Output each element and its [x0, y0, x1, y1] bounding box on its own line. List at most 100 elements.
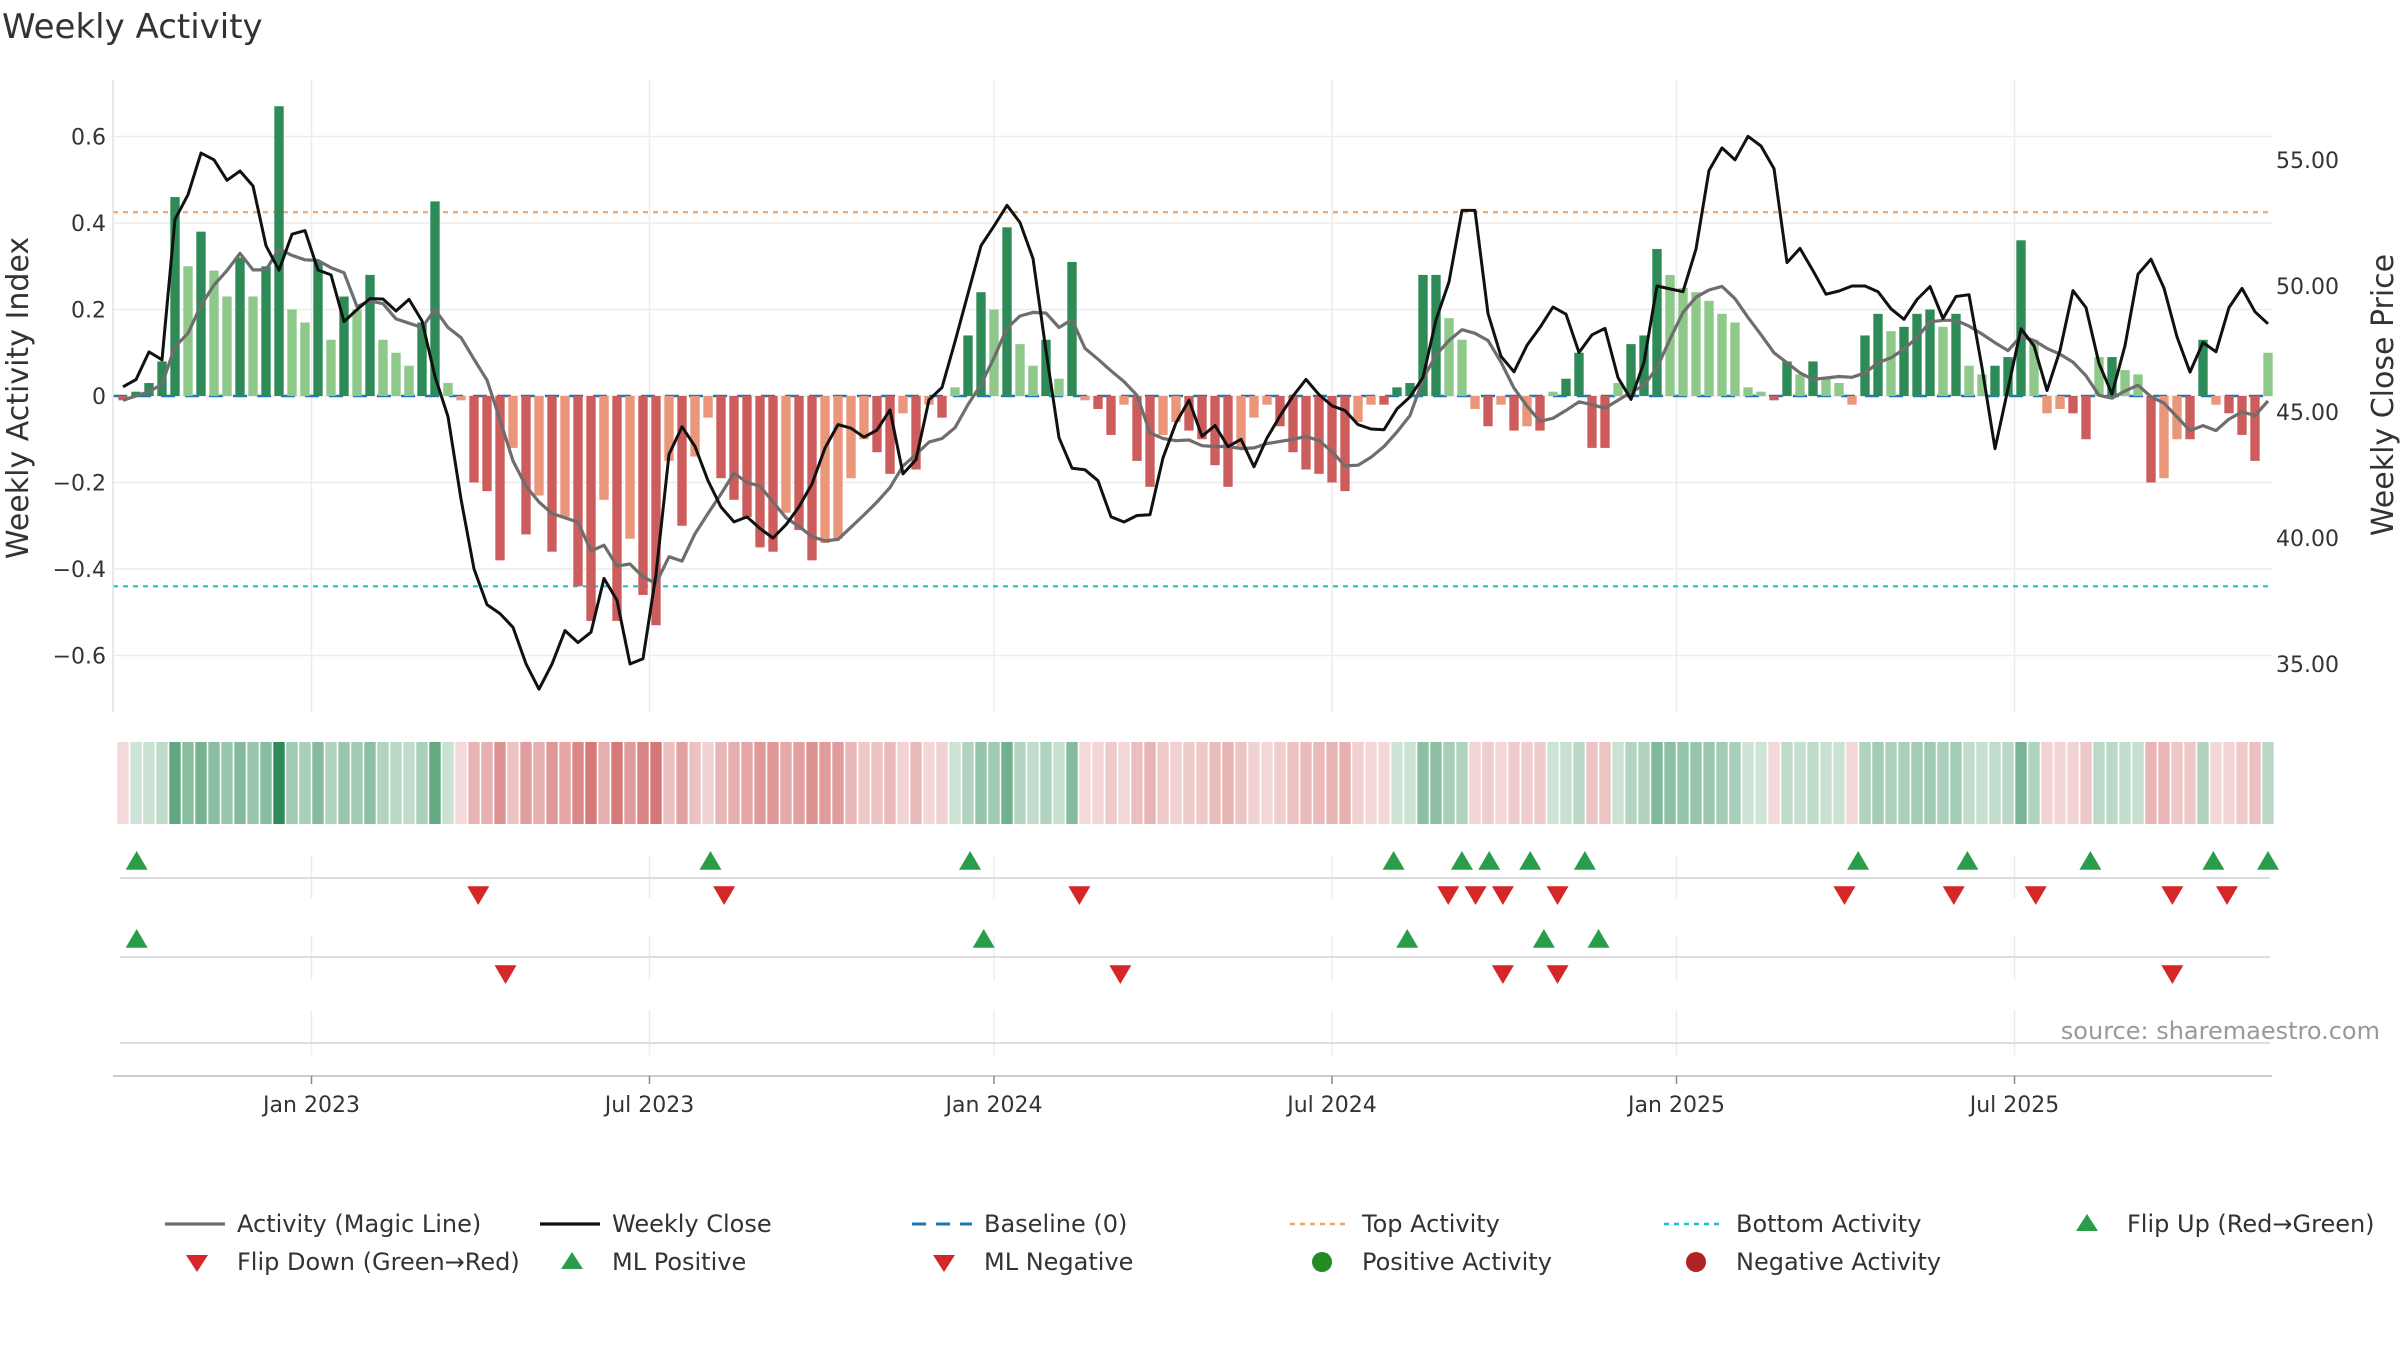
heat-cell	[1651, 742, 1663, 824]
activity-bar	[1210, 396, 1220, 466]
activity-bar	[365, 274, 375, 396]
activity-bar	[1353, 396, 1363, 422]
heat-cell	[2158, 742, 2170, 824]
activity-bar	[2016, 240, 2026, 396]
activity-bar	[1925, 309, 1935, 396]
activity-bar	[222, 296, 232, 396]
heat-cell	[2041, 742, 2053, 824]
heat-cell	[1027, 742, 1039, 824]
ml-negative-marker	[1109, 965, 1132, 984]
activity-bar	[2003, 357, 2013, 396]
activity-bar	[989, 309, 999, 396]
y-tick-label-1: 0.4	[71, 212, 106, 237]
activity-bar	[1288, 396, 1298, 453]
heat-cell	[1443, 742, 1455, 824]
activity-bar	[664, 396, 674, 461]
heat-cell	[494, 742, 506, 824]
heat-cell	[442, 742, 454, 824]
heat-cell	[455, 742, 467, 824]
activity-bar	[1600, 396, 1610, 448]
heat-cell	[663, 742, 675, 824]
heat-cell	[1846, 742, 1858, 824]
activity-bar	[1158, 396, 1168, 435]
activity-bar	[1795, 374, 1805, 397]
activity-bar	[2250, 396, 2260, 461]
heat-cell	[2106, 742, 2118, 824]
activity-bar	[703, 396, 713, 418]
heat-cell	[1625, 742, 1637, 824]
activity-bar	[690, 396, 700, 457]
heat-cell	[234, 742, 246, 824]
heat-cell	[1963, 742, 1975, 824]
flip-up-marker	[1847, 851, 1870, 870]
heat-cell	[2197, 742, 2209, 824]
activity-bar	[1548, 391, 1558, 396]
heat-cell	[559, 742, 571, 824]
activity-bar	[1405, 383, 1415, 396]
flip-down-marker	[2216, 886, 2239, 905]
heat-cell	[1677, 742, 1689, 824]
activity-bar	[716, 396, 726, 479]
activity-bar	[2107, 357, 2117, 396]
activity-bar	[2068, 396, 2078, 414]
heat-cell	[975, 742, 987, 824]
activity-bar	[2185, 396, 2195, 440]
activity-bar	[287, 309, 297, 396]
heat-cell	[1976, 742, 1988, 824]
signal-markers	[120, 851, 2279, 1044]
legend-label-5: Flip Up (Red→Green)	[2127, 1210, 2375, 1238]
heat-cell	[1820, 742, 1832, 824]
heat-cell	[2054, 742, 2066, 824]
activity-bar	[1834, 383, 1844, 396]
activity-bar	[2081, 396, 2091, 440]
heat-cell	[1261, 742, 1273, 824]
heat-cell	[1417, 742, 1429, 824]
flip-down-marker	[1491, 886, 1514, 905]
activity-bar	[2198, 339, 2208, 396]
activity-bar	[534, 396, 544, 496]
legend-swatch-7	[561, 1252, 583, 1269]
heat-cell	[741, 742, 753, 824]
activity-bar	[1301, 396, 1311, 470]
activity-bar	[209, 270, 219, 396]
activity-bar	[352, 309, 362, 396]
heat-cell	[650, 742, 662, 824]
heat-cell	[1690, 742, 1702, 824]
activity-bar	[2159, 396, 2169, 479]
heat-cell	[169, 742, 181, 824]
activity-bar	[1444, 318, 1454, 396]
activity-bar	[586, 396, 596, 621]
heat-cell	[1391, 742, 1403, 824]
heat-cell	[520, 742, 532, 824]
activity-bar	[1496, 396, 1506, 405]
heat-cell	[2067, 742, 2079, 824]
heat-cell	[845, 742, 857, 824]
activity-bar	[846, 396, 856, 479]
activity-bar	[378, 339, 388, 396]
flip-up-marker	[2079, 851, 2102, 870]
legend-label-10: Negative Activity	[1736, 1248, 1941, 1276]
flip-up-marker	[2257, 851, 2279, 870]
activity-bar	[872, 396, 882, 453]
heat-cell	[182, 742, 194, 824]
activity-bar	[1067, 261, 1077, 396]
activity-bar	[404, 365, 414, 396]
activity-bar	[2120, 370, 2130, 396]
activity-bar	[339, 296, 349, 396]
heat-cell	[364, 742, 376, 824]
y-tick-label-3: 0	[92, 385, 106, 410]
activity-bar	[1340, 396, 1350, 492]
ml-positive-marker	[1532, 929, 1555, 948]
activity-bar	[547, 396, 557, 552]
activity-bar	[820, 396, 830, 544]
heat-cell	[1430, 742, 1442, 824]
activity-bar	[1938, 326, 1948, 396]
heat-cell	[403, 742, 415, 824]
heat-cell	[1040, 742, 1052, 824]
heat-cell	[429, 742, 441, 824]
heat-cell	[325, 742, 337, 824]
heat-cell	[2184, 742, 2196, 824]
heat-cell	[1807, 742, 1819, 824]
heat-cell	[884, 742, 896, 824]
y2-tick-label-2: 45.00	[2276, 401, 2339, 426]
